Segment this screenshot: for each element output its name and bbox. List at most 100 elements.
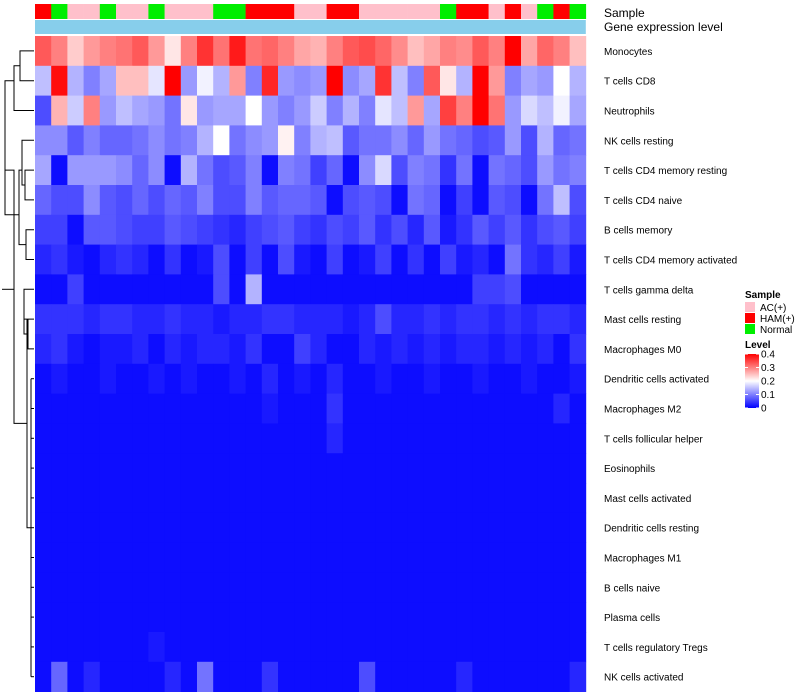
heatmap-cell — [51, 632, 68, 663]
heatmap-cell — [278, 95, 295, 126]
heatmap-cell — [51, 244, 68, 275]
heatmap-cell — [99, 155, 117, 186]
heatmap-cell — [569, 542, 587, 573]
heatmap-cell — [197, 304, 214, 335]
heatmap-cell — [294, 512, 311, 543]
heatmap-cell — [164, 661, 182, 692]
heatmap-cell — [132, 214, 149, 245]
heatmap-cell — [391, 214, 408, 245]
heatmap-cell — [359, 95, 376, 126]
heatmap-cell — [51, 453, 68, 484]
heatmap-cell — [504, 185, 522, 216]
heatmap-cell — [391, 393, 408, 424]
heatmap-cell — [342, 542, 360, 573]
heatmap-cell — [197, 632, 214, 663]
heatmap-cell — [326, 661, 344, 692]
heatmap-cell — [164, 483, 182, 514]
heatmap-cell — [51, 512, 68, 543]
heatmap-cell — [472, 214, 489, 245]
heatmap-cell — [375, 36, 392, 67]
heatmap-cell — [51, 542, 68, 573]
heatmap-cell — [407, 363, 425, 394]
heatmap-cell — [391, 363, 408, 394]
heatmap-cell — [245, 125, 263, 156]
heatmap-cell — [261, 393, 279, 424]
heatmap-cell — [440, 602, 457, 633]
heatmap-cell — [472, 274, 489, 305]
heatmap-cell — [359, 512, 376, 543]
heatmap-cell — [375, 393, 392, 424]
level-tick-label: 0.1 — [761, 390, 775, 401]
heatmap-cell — [423, 214, 441, 245]
sample-legend-swatch — [745, 313, 755, 323]
heatmap-cell — [67, 393, 84, 424]
heatmap-cell — [35, 602, 52, 633]
heatmap-cell — [278, 512, 295, 543]
heatmap-cell — [132, 542, 149, 573]
sample-legend-swatch — [745, 324, 755, 334]
heatmap-cell — [99, 274, 117, 305]
heatmap-cell — [569, 453, 587, 484]
heatmap-cell — [229, 632, 246, 663]
sample-cell-24 — [407, 4, 425, 19]
heatmap-cell — [537, 65, 554, 96]
heatmap-cell — [245, 334, 263, 365]
heatmap-cell — [488, 602, 506, 633]
heatmap-cell — [148, 65, 165, 96]
heatmap-cell — [229, 36, 246, 67]
heatmap-cell — [99, 661, 117, 692]
heatmap-cell — [521, 334, 538, 365]
heatmap-cell — [342, 36, 360, 67]
heatmap-cell — [456, 214, 473, 245]
heatmap-cell — [197, 602, 214, 633]
heatmap-cell — [440, 36, 457, 67]
heatmap-cell — [132, 512, 149, 543]
heatmap-cell — [180, 334, 198, 365]
row-label: B cells memory — [604, 226, 672, 237]
heatmap-cell — [213, 602, 230, 633]
heatmap-cell — [326, 214, 344, 245]
heatmap-cell — [488, 125, 506, 156]
heatmap-cell — [245, 661, 263, 692]
dendrogram-branch — [25, 229, 34, 260]
heatmap-cell — [504, 95, 522, 126]
heatmap-cell — [359, 572, 376, 603]
heatmap-cell — [423, 453, 441, 484]
heatmap-cell — [132, 155, 149, 186]
heatmap-cell — [245, 542, 263, 573]
heatmap-cell — [310, 572, 327, 603]
heatmap-cell — [51, 423, 68, 454]
sample-cell-7 — [132, 4, 149, 19]
heatmap-cell — [278, 334, 295, 365]
heatmap-cell — [537, 632, 554, 663]
heatmap-cell — [261, 423, 279, 454]
heatmap-cell — [35, 423, 52, 454]
heatmap-cell — [553, 393, 570, 424]
heatmap-cell — [294, 185, 311, 216]
heatmap-cell — [116, 572, 133, 603]
heatmap-cell — [148, 632, 165, 663]
heatmap-cell — [67, 274, 84, 305]
heatmap-cell — [569, 36, 587, 67]
heatmap-cell — [213, 95, 230, 126]
heatmap-cell — [359, 453, 376, 484]
heatmap-cell — [391, 244, 408, 275]
heatmap-cell — [521, 632, 538, 663]
heatmap-cell — [504, 453, 522, 484]
heatmap-cell — [537, 602, 554, 633]
gene-expression-bar — [35, 20, 586, 34]
heatmap-cell — [148, 423, 165, 454]
sample-cell-22 — [375, 4, 392, 19]
heatmap-cell — [180, 542, 198, 573]
row-label: Mast cells activated — [604, 494, 691, 505]
heatmap-cell — [197, 36, 214, 67]
heatmap-cell — [294, 244, 311, 275]
heatmap-cell — [148, 602, 165, 633]
heatmap-cell — [504, 423, 522, 454]
heatmap-cell — [261, 572, 279, 603]
heatmap-cell — [99, 602, 117, 633]
heatmap-cell — [261, 334, 279, 365]
heatmap-cell — [83, 214, 101, 245]
heatmap-cell — [553, 65, 570, 96]
heatmap-cell — [407, 334, 425, 365]
